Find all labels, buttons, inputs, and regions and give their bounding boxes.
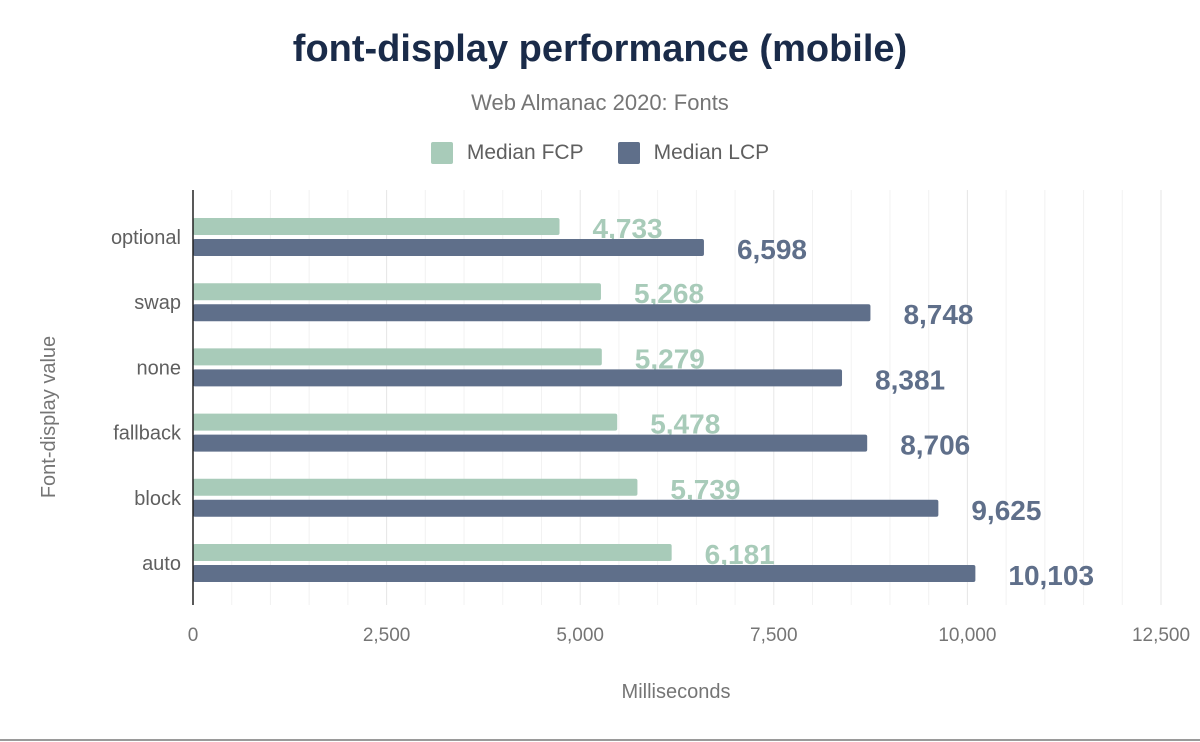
y-tick-label-auto: auto: [142, 553, 181, 575]
legend-swatch-fcp: [430, 142, 453, 164]
lcp-data-label-fallback: 8,706: [900, 430, 970, 461]
lcp-bar-auto: [193, 565, 976, 582]
legend-item-fcp[interactable]: Median FCP: [430, 141, 584, 165]
fcp-data-label-none: 5,279: [635, 343, 705, 374]
fcp-bar-swap: [193, 283, 601, 301]
x-axis-label: Milliseconds: [622, 681, 731, 703]
lcp-data-label-optional: 6,598: [737, 234, 807, 265]
y-tick-label-swap: swap: [134, 292, 181, 314]
lcp-data-label-auto: 10,103: [1008, 560, 1094, 591]
lcp-data-label-swap: 8,748: [903, 299, 973, 330]
fcp-data-label-optional: 4,733: [593, 213, 663, 244]
fcp-data-label-fallback: 5,478: [650, 409, 720, 440]
y-tick-label-block: block: [134, 488, 182, 510]
y-tick-label-fallback: fallback: [113, 423, 182, 445]
y-tick-label-optional: optional: [111, 227, 181, 249]
y-axis-label: Font-display value: [38, 336, 60, 498]
chart-title: font-display performance (mobile): [292, 28, 908, 70]
fcp-bar-none: [193, 348, 602, 366]
y-tick-label-none: none: [137, 357, 182, 379]
lcp-bar-block: [193, 499, 939, 517]
lcp-data-label-none: 8,381: [875, 364, 945, 395]
x-tick-label: 10,000: [938, 625, 996, 646]
lcp-data-label-block: 9,625: [971, 495, 1041, 526]
x-tick-label: 0: [188, 625, 199, 646]
fcp-bar-fallback: [193, 413, 618, 431]
legend-label-lcp: Median LCP: [653, 141, 770, 164]
fcp-bar-optional: [193, 218, 560, 235]
fcp-data-label-swap: 5,268: [634, 278, 704, 309]
bottom-divider: [0, 739, 1200, 741]
fcp-data-label-block: 5,739: [670, 474, 740, 505]
lcp-bar-swap: [193, 304, 871, 322]
fcp-data-label-auto: 6,181: [705, 539, 775, 570]
legend-label-fcp: Median FCP: [466, 141, 584, 164]
lcp-bar-fallback: [193, 434, 868, 452]
legend-item-lcp[interactable]: Median LCP: [617, 141, 770, 165]
lcp-bar-none: [193, 369, 843, 387]
fcp-bar-auto: [193, 544, 672, 561]
x-tick-label: 7,500: [750, 625, 798, 646]
fcp-bar-block: [193, 478, 638, 496]
x-tick-label: 12,500: [1132, 625, 1190, 646]
x-tick-label: 2,500: [363, 625, 411, 646]
x-tick-label: 5,000: [556, 625, 604, 646]
legend-swatch-lcp: [617, 142, 640, 164]
legend: Median FCP Median LCP: [0, 141, 1200, 165]
chart-subtitle: Web Almanac 2020: Fonts: [471, 90, 729, 115]
lcp-bar-optional: [193, 239, 704, 256]
